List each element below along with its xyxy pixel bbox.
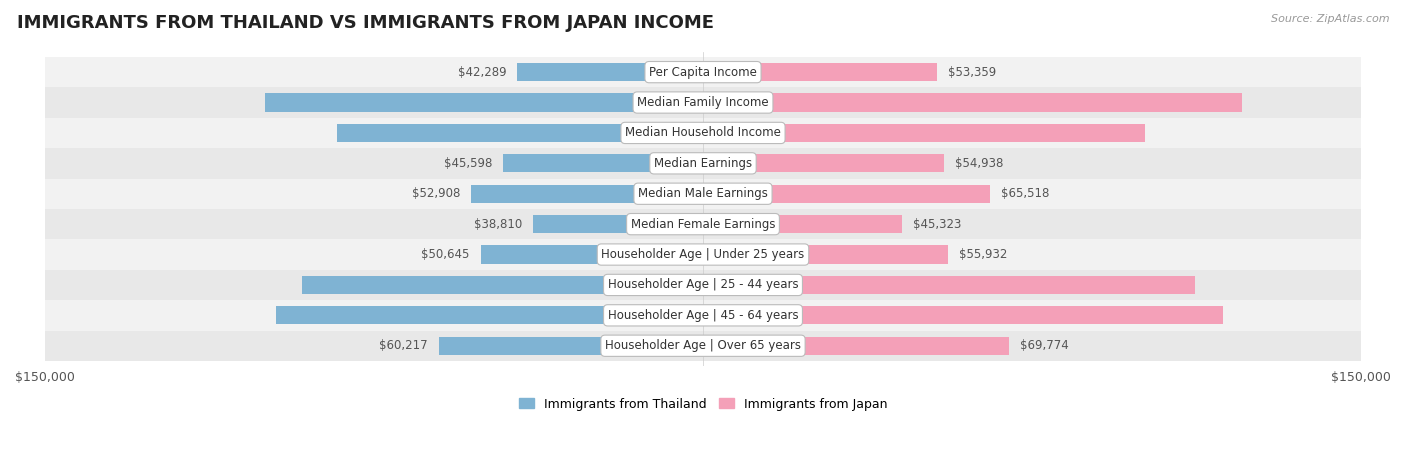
Text: Median Family Income: Median Family Income <box>637 96 769 109</box>
Text: Householder Age | 45 - 64 years: Householder Age | 45 - 64 years <box>607 309 799 322</box>
Bar <box>45 270 1361 300</box>
Text: $83,327: $83,327 <box>692 127 745 140</box>
Bar <box>703 93 1241 112</box>
Bar <box>439 337 703 355</box>
Bar <box>703 63 936 81</box>
Bar <box>481 246 703 264</box>
Text: Median Male Earnings: Median Male Earnings <box>638 187 768 200</box>
Text: Source: ZipAtlas.com: Source: ZipAtlas.com <box>1271 14 1389 24</box>
Text: Median Earnings: Median Earnings <box>654 157 752 170</box>
Text: $69,774: $69,774 <box>1021 339 1069 352</box>
Text: Median Female Earnings: Median Female Earnings <box>631 218 775 231</box>
Text: Householder Age | Under 25 years: Householder Age | Under 25 years <box>602 248 804 261</box>
Text: $99,840: $99,840 <box>692 96 747 109</box>
Text: $100,711: $100,711 <box>652 127 714 140</box>
Legend: Immigrants from Thailand, Immigrants from Japan: Immigrants from Thailand, Immigrants fro… <box>513 393 893 416</box>
Text: $45,323: $45,323 <box>912 218 962 231</box>
Bar <box>45 178 1361 209</box>
Bar <box>703 246 949 264</box>
Bar <box>703 306 1223 325</box>
Text: $65,518: $65,518 <box>1001 187 1050 200</box>
Text: Householder Age | 25 - 44 years: Householder Age | 25 - 44 years <box>607 278 799 291</box>
Text: $122,764: $122,764 <box>652 96 714 109</box>
Text: $118,498: $118,498 <box>652 309 714 322</box>
Bar <box>45 118 1361 148</box>
Text: $50,645: $50,645 <box>422 248 470 261</box>
Bar <box>45 239 1361 270</box>
Text: $38,810: $38,810 <box>474 218 522 231</box>
Bar <box>45 87 1361 118</box>
Text: $112,228: $112,228 <box>652 278 714 291</box>
Bar <box>45 209 1361 239</box>
Bar <box>264 93 703 112</box>
Bar <box>703 337 1010 355</box>
Bar <box>45 300 1361 331</box>
Text: Median Household Income: Median Household Income <box>626 127 780 140</box>
Text: $42,289: $42,289 <box>458 66 506 78</box>
Text: IMMIGRANTS FROM THAILAND VS IMMIGRANTS FROM JAPAN INCOME: IMMIGRANTS FROM THAILAND VS IMMIGRANTS F… <box>17 14 714 32</box>
Text: Householder Age | Over 65 years: Householder Age | Over 65 years <box>605 339 801 352</box>
Bar <box>703 124 1144 142</box>
Text: $53,359: $53,359 <box>948 66 997 78</box>
Text: $60,217: $60,217 <box>380 339 427 352</box>
Bar <box>45 331 1361 361</box>
Text: $91,337: $91,337 <box>692 278 745 291</box>
Bar <box>45 148 1361 178</box>
Bar <box>337 124 703 142</box>
Text: $52,908: $52,908 <box>412 187 460 200</box>
Bar <box>703 215 901 233</box>
Bar <box>276 306 703 325</box>
Text: $55,932: $55,932 <box>959 248 1008 261</box>
Text: Per Capita Income: Per Capita Income <box>650 66 756 78</box>
Text: $97,400: $97,400 <box>692 309 745 322</box>
Bar <box>517 63 703 81</box>
Bar <box>703 154 943 172</box>
Bar <box>45 57 1361 87</box>
Text: $45,598: $45,598 <box>444 157 492 170</box>
Text: $54,938: $54,938 <box>955 157 1004 170</box>
Bar <box>703 184 990 203</box>
Bar <box>533 215 703 233</box>
Bar <box>703 276 1195 294</box>
Bar <box>471 184 703 203</box>
Bar <box>302 276 703 294</box>
Bar <box>503 154 703 172</box>
